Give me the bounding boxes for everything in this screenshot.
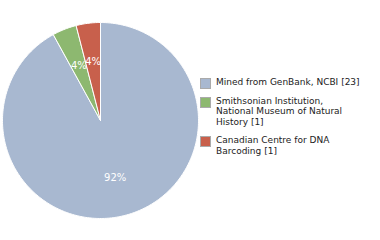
html-text:Smithsonian Institution, Natio: Smithsonian Institution, National Museum… bbox=[216, 95, 343, 128]
svg-text:4%: 4% bbox=[70, 60, 87, 71]
svg-text:92%: 92% bbox=[104, 172, 126, 183]
svg-text:4%: 4% bbox=[85, 56, 101, 67]
html-text:Canadian Centre for DNA Barcod: Canadian Centre for DNA Barcoding [1] bbox=[216, 134, 330, 156]
html-text:Mined from GenBank, NCBI [23]: Mined from GenBank, NCBI [23] bbox=[216, 76, 360, 87]
